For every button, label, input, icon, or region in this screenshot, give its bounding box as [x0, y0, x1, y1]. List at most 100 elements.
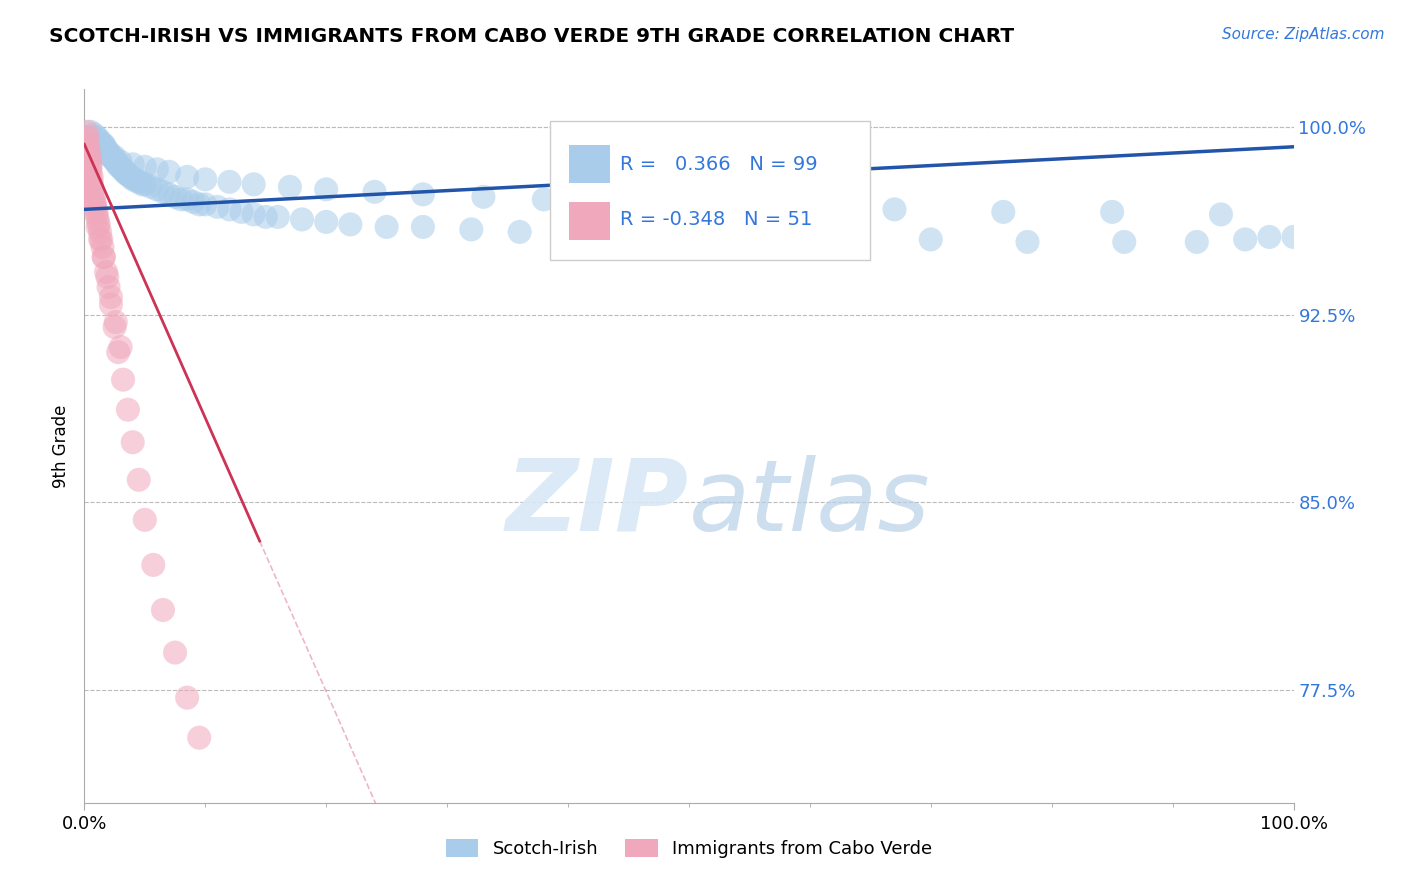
- Point: [110, 160, 132, 174]
- Point: [1017, 235, 1039, 249]
- Point: [105, 157, 128, 171]
- Point: [89, 232, 111, 246]
- Point: [339, 218, 361, 232]
- Point: [108, 160, 131, 174]
- Point: [96, 145, 118, 159]
- Point: [76, 125, 98, 139]
- Point: [533, 193, 555, 207]
- Point: [509, 225, 531, 239]
- Point: [84, 197, 107, 211]
- Point: [86, 129, 108, 144]
- Point: [188, 197, 211, 211]
- Point: [1209, 207, 1232, 221]
- Point: [412, 187, 434, 202]
- Point: [375, 219, 398, 234]
- Point: [100, 150, 122, 164]
- Point: [77, 137, 100, 152]
- Point: [98, 147, 121, 161]
- Point: [117, 167, 139, 181]
- Point: [146, 162, 169, 177]
- Point: [97, 280, 120, 294]
- Point: [93, 250, 115, 264]
- Point: [94, 142, 117, 156]
- Point: [89, 135, 111, 149]
- Point: [146, 182, 169, 196]
- Point: [100, 290, 122, 304]
- Point: [111, 162, 134, 177]
- Point: [363, 185, 385, 199]
- Point: [242, 178, 264, 192]
- Point: [76, 129, 98, 144]
- Point: [231, 205, 253, 219]
- Text: ZIP: ZIP: [506, 455, 689, 551]
- Point: [84, 200, 107, 214]
- Point: [617, 227, 640, 242]
- Point: [157, 165, 180, 179]
- Point: [80, 169, 103, 184]
- Point: [460, 222, 482, 236]
- Point: [165, 190, 187, 204]
- Point: [104, 150, 127, 164]
- Point: [79, 162, 101, 177]
- Point: [77, 142, 100, 156]
- Point: [77, 145, 100, 159]
- Point: [170, 193, 193, 207]
- Point: [115, 167, 138, 181]
- Point: [242, 207, 264, 221]
- Point: [121, 157, 143, 171]
- Point: [176, 169, 198, 184]
- Point: [267, 210, 290, 224]
- Point: [107, 345, 129, 359]
- Point: [79, 160, 101, 174]
- Point: [83, 190, 105, 204]
- Point: [83, 194, 105, 209]
- Point: [128, 473, 150, 487]
- Point: [86, 212, 108, 227]
- Point: [1258, 230, 1281, 244]
- Point: [79, 167, 101, 181]
- Point: [152, 185, 174, 199]
- Point: [181, 194, 204, 209]
- Point: [315, 215, 337, 229]
- Point: [412, 219, 434, 234]
- Point: [218, 175, 240, 189]
- Point: [103, 153, 125, 167]
- Point: [605, 194, 627, 209]
- Point: [87, 132, 110, 146]
- Point: [1282, 230, 1305, 244]
- Point: [920, 232, 942, 246]
- Point: [90, 232, 112, 246]
- Point: [121, 172, 143, 186]
- Point: [79, 125, 101, 139]
- Point: [557, 225, 579, 239]
- Point: [90, 142, 112, 156]
- Point: [1185, 235, 1208, 249]
- Point: [176, 193, 198, 207]
- Point: [131, 178, 153, 192]
- Point: [93, 250, 115, 264]
- Point: [89, 225, 111, 239]
- Point: [94, 265, 117, 279]
- Text: R =   0.366   N = 99: R = 0.366 N = 99: [620, 154, 818, 174]
- Point: [139, 179, 162, 194]
- Legend: Scotch-Irish, Immigrants from Cabo Verde: Scotch-Irish, Immigrants from Cabo Verde: [439, 831, 939, 865]
- Point: [100, 297, 122, 311]
- Point: [86, 205, 108, 219]
- Text: Source: ZipAtlas.com: Source: ZipAtlas.com: [1222, 27, 1385, 42]
- FancyBboxPatch shape: [569, 145, 610, 184]
- Point: [107, 157, 129, 171]
- Point: [101, 150, 124, 164]
- Point: [786, 200, 808, 214]
- Y-axis label: 9th Grade: 9th Grade: [52, 404, 70, 488]
- FancyBboxPatch shape: [550, 121, 870, 260]
- Point: [114, 165, 136, 179]
- Point: [91, 240, 114, 254]
- Point: [97, 145, 120, 159]
- Point: [254, 210, 277, 224]
- Point: [194, 197, 217, 211]
- Point: [165, 646, 187, 660]
- Point: [124, 172, 146, 186]
- Point: [112, 162, 135, 177]
- Point: [112, 165, 135, 179]
- Point: [93, 145, 115, 159]
